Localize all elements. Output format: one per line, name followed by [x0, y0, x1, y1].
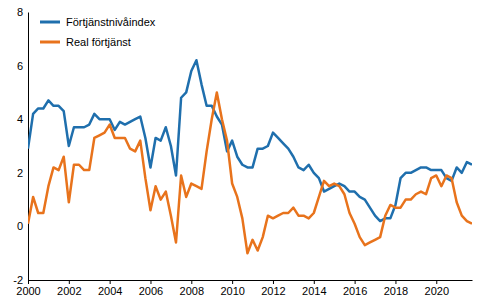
tick-label: 2002	[57, 285, 81, 297]
tick-mark	[273, 280, 274, 284]
plot: 2000 2002 2004 2006 2008 2010 2012 2014 2016 2018…	[13, 6, 472, 297]
tick: 2014	[302, 280, 326, 297]
legend-swatch	[40, 21, 60, 24]
tick: 2010	[220, 280, 244, 297]
x-axis: 2000 2002 2004 2006 2008 2010 2012 2014 2016 2018…	[16, 280, 472, 297]
tick-mark	[355, 280, 356, 284]
legend-item: Förtjänstnivåindex	[40, 16, 156, 28]
tick: 2016	[343, 280, 367, 297]
tick-label: -2	[13, 274, 23, 286]
tick-label: 2	[17, 167, 23, 179]
tick-mark	[395, 280, 396, 284]
tick-label: 2014	[302, 285, 326, 297]
tick-mark	[436, 280, 437, 284]
tick-label: 2004	[98, 285, 122, 297]
tick-mark	[69, 280, 70, 284]
tick-label: 2008	[180, 285, 204, 297]
tick-mark	[110, 280, 111, 284]
tick-label: 2010	[220, 285, 244, 297]
tick: 2008	[180, 280, 204, 297]
legend-label: Förtjänstnivåindex	[66, 16, 156, 28]
tick: 6	[17, 60, 28, 72]
tick-label: 6	[17, 60, 23, 72]
legend-label: Real förtjänst	[66, 36, 131, 48]
legend-swatch	[40, 41, 60, 44]
tick: 0	[17, 220, 28, 232]
lines	[28, 60, 472, 253]
tick: 2002	[57, 280, 81, 297]
tick-mark	[191, 280, 192, 284]
tick: 2004	[98, 280, 122, 297]
tick: -2	[13, 274, 28, 286]
tick: 2	[17, 167, 28, 179]
tick-mark	[28, 280, 29, 284]
tick: 2006	[139, 280, 163, 297]
tick-label: 2020	[425, 285, 449, 297]
tick-mark	[232, 280, 233, 284]
tick-mark	[314, 280, 315, 284]
legend-item: Real förtjänst	[40, 36, 131, 48]
tick-label: 2018	[384, 285, 408, 297]
tick-label: 2016	[343, 285, 367, 297]
tick: 2012	[261, 280, 285, 297]
tick: 4	[17, 113, 28, 125]
tick-label: 8	[17, 6, 23, 18]
tick: 8	[17, 6, 28, 18]
tick-label: 0	[17, 220, 23, 232]
series-line	[28, 92, 472, 253]
tick-label: 2006	[139, 285, 163, 297]
tick-label: 2000	[16, 285, 40, 297]
legend: Förtjänstnivåindex Real förtjänst	[40, 16, 156, 48]
tick-label: 2012	[261, 285, 285, 297]
axis-line	[29, 280, 473, 281]
tick: 2020	[425, 280, 449, 297]
chart: 2000 2002 2004 2006 2008 2010 2012 2014 2016 2018…	[0, 0, 492, 302]
tick: 2018	[384, 280, 408, 297]
tick-label: 4	[17, 113, 23, 125]
tick-mark	[150, 280, 151, 284]
y-axis: -2 0 2 4 6 8	[13, 6, 28, 286]
